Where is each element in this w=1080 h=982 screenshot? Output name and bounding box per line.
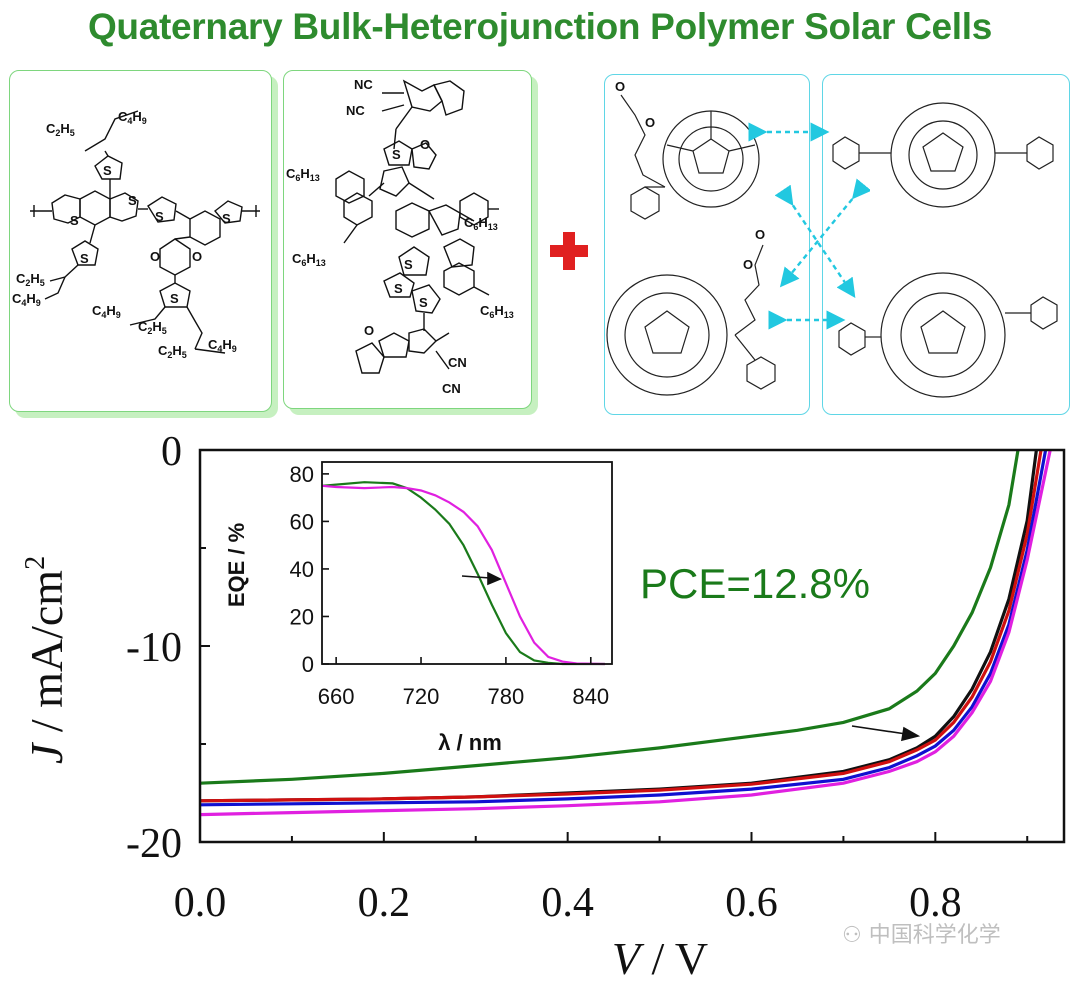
inset-background: [322, 462, 612, 664]
acceptor-molecule-structure: NC NC O S C6H13 C6H13 S C6H13 S C6H13 S …: [286, 77, 514, 396]
jv-x-tick-label: 0.4: [541, 880, 594, 926]
donor-polymer-structure: C2H5 C4H9 S S S S S S O O S C2H5 C4H9 C4…: [12, 109, 260, 360]
svg-text:CN: CN: [448, 355, 467, 370]
svg-text:O: O: [755, 227, 765, 242]
eqe-y-axis-title: EQE / %: [224, 523, 249, 607]
jv-x-tick-label: 0.0: [174, 880, 227, 926]
eqe-y-tick-label: 20: [290, 604, 314, 629]
svg-text:S: S: [128, 193, 137, 208]
eqe-x-tick-label: 720: [403, 684, 440, 709]
svg-text:S: S: [70, 213, 79, 228]
svg-text:O: O: [615, 79, 625, 94]
jv-x-axis-title: V / V: [612, 933, 708, 982]
jv-x-tick-label: 0.6: [725, 880, 778, 926]
eqe-series-line-1: [321, 481, 605, 666]
jv-x-tick-label: 0.2: [358, 880, 411, 926]
eqe-x-tick-label: 780: [488, 684, 525, 709]
plus-icon: [550, 232, 588, 270]
svg-text:S: S: [222, 211, 231, 226]
svg-text:O: O: [743, 257, 753, 272]
jv-series-line-4: [199, 449, 1048, 807]
svg-text:C4H9: C4H9: [12, 291, 41, 308]
fullerene-pcbm-structures: O O O O: [606, 79, 776, 396]
donor-polymer-panel: C2H5 C4H9 S S S S S S O O S C2H5 C4H9 C4…: [9, 70, 272, 412]
jv-series-line-5: [199, 449, 1052, 817]
eqe-plot-frame: [321, 461, 613, 665]
svg-text:C2H5: C2H5: [138, 319, 167, 336]
watermark-text: 中国科学化学: [868, 923, 1001, 948]
svg-text:C2H5: C2H5: [46, 121, 75, 138]
jv-series-group: [199, 449, 1052, 817]
svg-text:O: O: [420, 137, 430, 152]
svg-text:S: S: [170, 291, 179, 306]
svg-text:NC: NC: [346, 103, 365, 118]
svg-text:C2H5: C2H5: [158, 343, 187, 360]
svg-text:S: S: [80, 251, 89, 266]
jv-y-axis-title: J / mA/cm2: [20, 556, 72, 764]
svg-text:S: S: [404, 257, 413, 272]
jv-x-tick-label: 0.8: [909, 880, 962, 926]
eqe-y-tick-label: 40: [290, 557, 314, 582]
acceptor-molecule-panel: NC NC O S C6H13 C6H13 S C6H13 S C6H13 S …: [283, 70, 532, 409]
jv-y-tick-label: -20: [126, 821, 182, 867]
inset-arrow: [461, 571, 502, 586]
svg-text:C2H5: C2H5: [16, 271, 45, 288]
jv-series-line-1: [199, 449, 1020, 785]
eqe-y-tick-label: 0: [302, 652, 314, 677]
svg-text:S: S: [103, 163, 112, 178]
eqe-x-axis-title: λ / nm: [438, 730, 502, 755]
svg-text:O: O: [150, 249, 160, 264]
watermark: ⚇ 中国科学化学: [842, 917, 1001, 949]
svg-text:S: S: [419, 295, 428, 310]
svg-text:O: O: [192, 249, 202, 264]
svg-text:O: O: [364, 323, 374, 338]
fullerene-relation-arrows: [748, 122, 870, 330]
eqe-x-tick-label: 840: [572, 684, 609, 709]
svg-text:NC: NC: [354, 77, 373, 92]
svg-text:S: S: [392, 147, 401, 162]
jv-y-tick-label: -10: [126, 625, 182, 671]
fullerene-bisadduct-structures: [832, 102, 1058, 398]
jv-y-tick-label: 0: [161, 429, 182, 475]
svg-text:S: S: [155, 209, 164, 224]
jv-series-line-3: [199, 449, 1043, 803]
svg-text:CN: CN: [442, 381, 461, 396]
eqe-y-tick-label: 80: [290, 462, 314, 487]
svg-text:C4H9: C4H9: [208, 337, 237, 354]
wechat-icon: ⚇: [842, 923, 862, 948]
jv-arrow: [851, 725, 921, 742]
eqe-series-group: [321, 481, 605, 666]
page-title: Quaternary Bulk-Heterojunction Polymer S…: [87, 6, 993, 47]
svg-text:C4H9: C4H9: [118, 109, 147, 126]
pce-annotation: PCE=12.8%: [640, 560, 870, 607]
eqe-series-line-2: [321, 484, 605, 666]
svg-text:S: S: [394, 281, 403, 296]
eqe-x-tick-label: 660: [318, 684, 355, 709]
svg-text:O: O: [645, 115, 655, 130]
svg-text:C4H9: C4H9: [92, 303, 121, 320]
eqe-y-tick-label: 60: [290, 509, 314, 534]
